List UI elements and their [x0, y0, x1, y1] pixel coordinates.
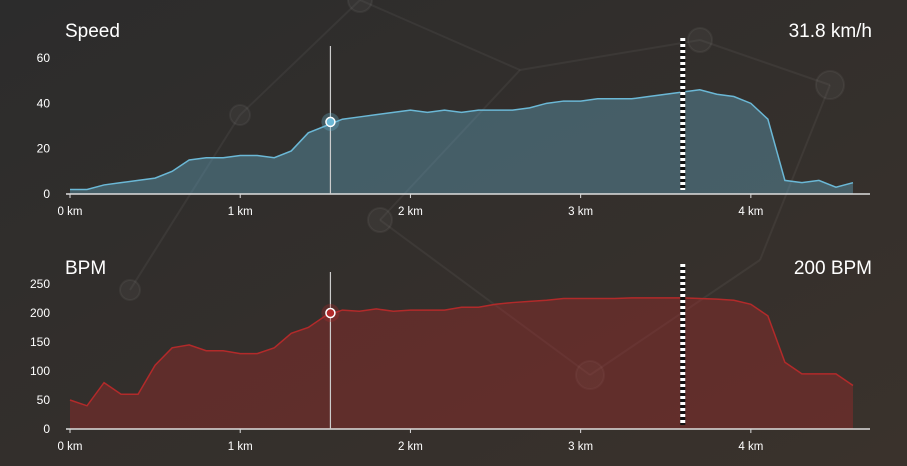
x-tick-label: 0 km	[58, 441, 83, 453]
y-tick-label: 20	[37, 142, 51, 156]
chart-title: Speed	[65, 21, 120, 42]
chart-title: BPM	[65, 258, 106, 279]
cursor-readout: 31.8 km/h	[789, 21, 872, 42]
cursor-readout: 200 BPM	[794, 258, 872, 279]
y-tick-label: 200	[30, 306, 50, 320]
x-tick-label: 1 km	[228, 441, 253, 453]
y-tick-label: 50	[37, 393, 51, 407]
cursor-dot	[325, 116, 336, 128]
x-tick-label: 3 km	[568, 441, 593, 453]
x-tick-label: 1 km	[228, 206, 253, 218]
x-tick-label: 0 km	[58, 206, 83, 218]
y-tick-label: 150	[30, 335, 50, 349]
x-tick-label: 2 km	[398, 441, 423, 453]
x-tick-label: 3 km	[568, 206, 593, 218]
y-tick-label: 40	[37, 96, 51, 110]
area-line	[69, 297, 854, 407]
cursor-dot	[325, 307, 336, 319]
y-tick-label: 250	[30, 277, 50, 291]
y-tick-label: 0	[43, 187, 50, 201]
x-tick-label: 4 km	[738, 441, 763, 453]
area-fill	[70, 89, 853, 194]
x-tick-label: 2 km	[398, 206, 423, 218]
area-fill	[70, 297, 853, 429]
y-tick-label: 100	[30, 364, 50, 378]
area-line	[70, 88, 854, 191]
network-pattern	[119, 0, 845, 390]
y-tick-label: 60	[37, 51, 51, 65]
y-tick-label: 0	[43, 422, 50, 436]
x-tick-label: 4 km	[738, 206, 763, 218]
